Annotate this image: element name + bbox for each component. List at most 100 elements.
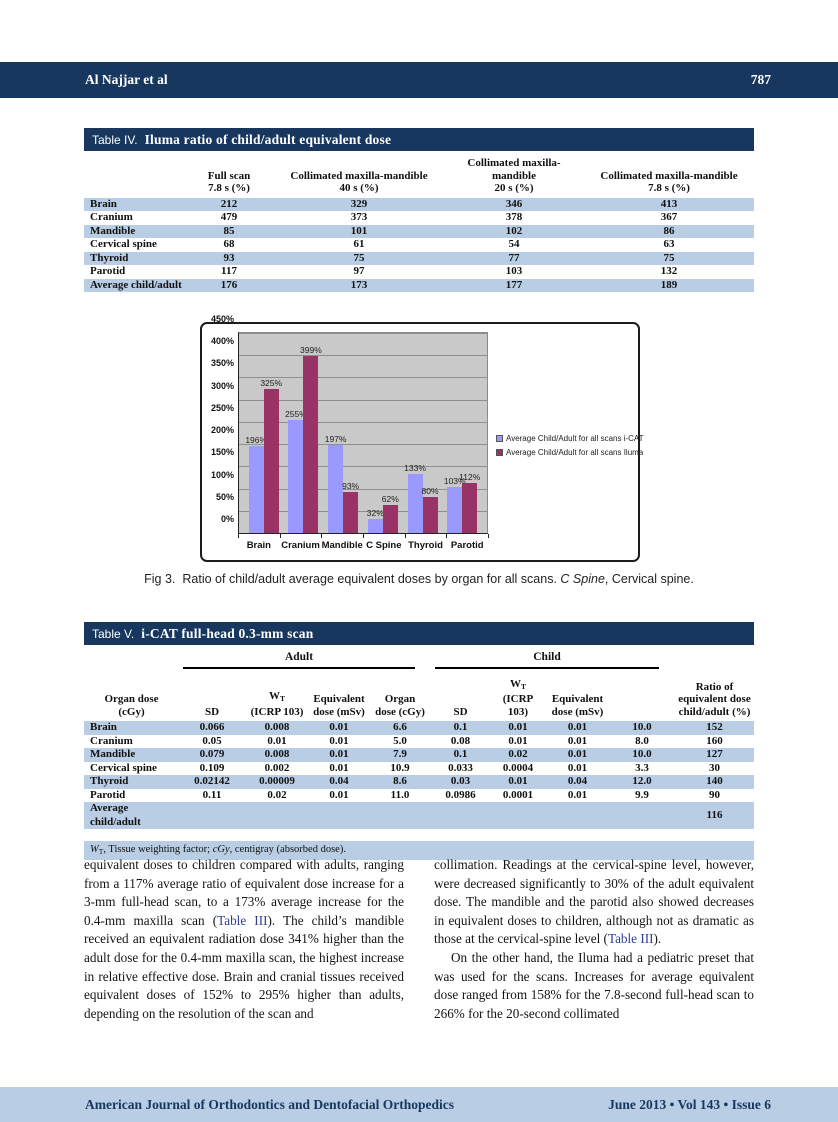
figure-3-caption: Fig 3. Ratio of child/adult average equiv… [84,572,754,586]
value-cell: 0.0001 [502,788,534,801]
value-cell: 0.08 [450,734,471,747]
y-tick-label: 0% [220,514,234,524]
value-cell: 0.01 [508,734,528,747]
table-row: Cervical spine 0.109 0.002 0.01 10.9 0.033 0.0… [84,762,754,776]
bar-value-label: 325% [260,377,283,388]
organ-cell: Parotid [90,265,126,277]
bar-value-label: 197% [324,434,347,445]
organ-cell: Cranium [90,211,133,223]
table-row: Brain 0.066 0.008 0.01 6.6 0.1 0.01 0.01 10.0 152 [84,721,754,735]
table-ref-link[interactable]: Table III [217,912,268,928]
journal-footer: American Journal of Orthodontics and Den… [0,1087,838,1122]
value-cell: 0.01 [508,775,528,787]
value-cell: 102 [505,224,523,237]
gridline [239,510,487,512]
table-iv-title-bar: Table IV. Iluma ratio of child/adult equ… [84,128,754,151]
x-category-label: Thyroid [408,540,443,551]
legend-entry: Average Child/Adult for all scans i-CAT [496,434,644,443]
organ-cell: Cervical spine [90,761,157,774]
issue-info: June 2013 • Vol 143 • Issue 6 [608,1096,771,1112]
value-cell: 176 [220,278,238,291]
bar-value-label: 80% [421,486,439,497]
table-row: Parotid 0.11 0.02 0.01 11.0 0.0986 0.0001 0.01 9… [84,789,754,803]
gridline [239,444,487,446]
value-cell: 346 [505,197,523,210]
value-cell: 93 [223,251,235,264]
value-cell: 8.0 [635,734,649,747]
x-tick [488,534,489,538]
value-cell: 0.01 [329,734,349,747]
x-category-label: Parotid [450,540,484,551]
group-header: Adult [179,645,431,672]
figure-3-caption-text: Ratio of child/adult average equivalent … [182,572,694,586]
value-cell: 0.01 [567,721,588,733]
value-cell: 6.6 [393,721,407,733]
x-category-label: Mandible [321,540,363,551]
table-row: Thyroid 0.02142 0.00009 0.04 8.6 0.03 0.01 0.04… [84,775,754,789]
bar: 62% [382,494,399,533]
value-cell: 0.00009 [259,775,295,787]
bar-value-label: 62% [381,494,399,505]
bar-group: 103% 112% [444,472,480,533]
value-cell: 97 [353,265,365,277]
body-paragraph: equivalent doses to children compared wi… [84,857,404,1021]
value-cell: 160 [706,734,723,747]
table-row: Mandible 85 101 102 86 [84,224,754,238]
column-header: Collimated maxilla-mandible 7.8 s (%) [600,169,738,195]
figure-3-caption-label: Fig 3. [144,572,176,586]
organ-cell: Average child/adult [90,278,182,291]
bar-value-label: 112% [459,472,481,483]
value-cell [431,802,490,829]
value-cell: 152 [706,721,723,733]
bar-group: 196% 325% [245,378,282,533]
y-tick-label: 300% [210,380,234,391]
table-iv-title: Iluma ratio of child/adult equivalent do… [144,131,392,147]
table-row: Brain 212 329 346 413 [84,197,754,211]
value-cell: 117 [221,265,237,277]
column-header: WT (ICRP 103) [502,677,534,718]
table-iv-grid: Full scan 7.8 s (%) Collimated maxilla-man… [84,151,754,292]
value-cell: 0.109 [199,761,225,774]
value-cell: 0.01 [567,734,588,747]
value-cell: 479 [220,211,238,223]
y-tick-label: 150% [210,447,234,458]
value-cell [609,802,675,829]
table-ref-link[interactable]: Table III [607,931,654,947]
body-column-right: collimation. Readings at the cervical-sp… [434,856,754,1023]
y-tick-label: 350% [210,358,234,369]
value-cell: 329 [350,197,368,210]
bar-value-label: 103% [443,476,466,487]
value-cell: 0.01 [329,788,349,801]
x-tick [363,534,364,538]
legend-label: Average Child/Adult for all scans Iluma [506,447,644,457]
bar-series: 196% 325% 255% 399% 197% 93% 32% 62% 133% 80% 103%… [239,333,487,533]
gridline [239,355,487,357]
column-header: Organ dose (cGy) [104,693,159,718]
legend-label: Average Child/Adult for all scans i-CAT [506,433,644,443]
value-cell: 413 [660,197,678,210]
table-v-footnote: WT, Tissue weighting factor; cGy, centig… [84,841,754,860]
organ-cell: Mandible [90,224,136,237]
running-header: Al Najjar et al 787 [0,62,838,98]
bar-group: 197% 93% [325,434,359,533]
body-column-left: equivalent doses to children compared wi… [84,856,404,1023]
bar-value-label: 196% [245,434,268,445]
column-header: Equivalent dose (mSv) [313,693,365,718]
value-cell: 0.02142 [194,775,230,787]
value-cell: 0.002 [264,761,290,774]
value-cell: 61 [353,238,365,250]
value-cell: 0.0004 [502,761,534,774]
value-cell: 0.11 [202,788,222,801]
table-v-label: Table V. [92,626,135,641]
organ-cell: Mandible [90,748,136,760]
value-cell: 68 [223,238,235,250]
group-header: Child [431,645,675,672]
value-cell: 0.01 [567,761,588,774]
value-cell: 0.01 [267,734,287,747]
value-cell: 75 [353,251,365,264]
table-row: Mandible 0.079 0.008 0.01 7.9 0.1 0.02 0.01 10.0… [84,748,754,762]
table-iv-body: Brain 212 329 346 413 Cranium 479 373 378 367 Mand… [84,197,754,292]
column-header: Collimated maxilla-mandible 40 s (%) [290,169,428,195]
table-row: Cervical spine 68 61 54 63 [84,238,754,252]
gridline [239,399,487,401]
